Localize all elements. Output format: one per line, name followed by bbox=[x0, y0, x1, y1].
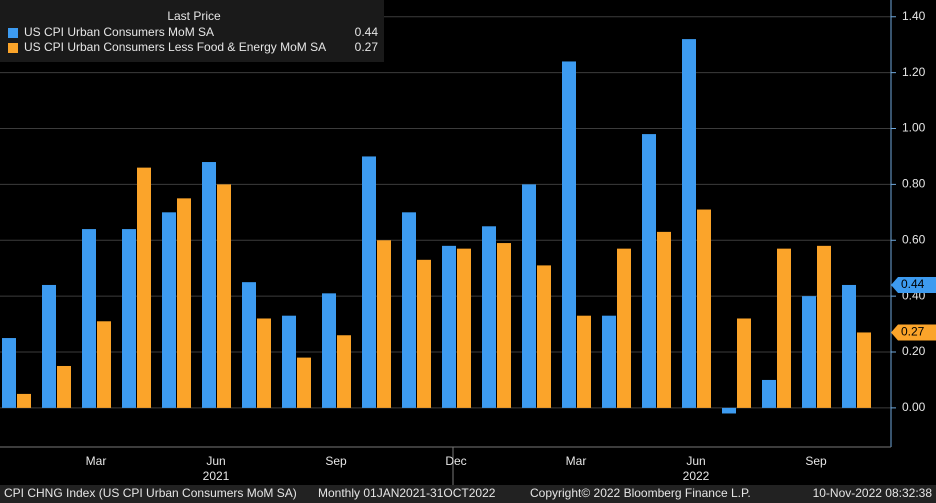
bar bbox=[857, 332, 871, 408]
legend-swatch bbox=[8, 28, 18, 38]
bar bbox=[642, 134, 656, 408]
bar bbox=[842, 284, 856, 408]
footer-period: Monthly 01JAN2021-31OCT2022 bbox=[318, 486, 496, 500]
bar bbox=[377, 240, 391, 408]
bar bbox=[457, 248, 471, 408]
bar bbox=[297, 357, 311, 408]
y-tick-label: 0.80 bbox=[902, 177, 926, 191]
bar bbox=[657, 231, 671, 408]
year-label: 2021 bbox=[203, 469, 230, 483]
last-price-label: 0.44 bbox=[901, 277, 925, 291]
legend-swatch bbox=[8, 43, 18, 53]
bar bbox=[602, 315, 616, 408]
y-tick-label: 1.20 bbox=[902, 65, 926, 79]
bar bbox=[737, 318, 751, 408]
bar bbox=[522, 184, 536, 408]
legend-box bbox=[0, 0, 384, 62]
legend-value: 0.27 bbox=[355, 40, 379, 54]
last-price-label: 0.27 bbox=[901, 325, 925, 339]
bar bbox=[162, 212, 176, 408]
bar bbox=[617, 248, 631, 408]
year-label: 2022 bbox=[683, 469, 710, 483]
x-tick-label: Dec bbox=[445, 454, 466, 468]
bar bbox=[817, 245, 831, 408]
bar bbox=[282, 315, 296, 408]
bar bbox=[537, 265, 551, 408]
bar bbox=[42, 284, 56, 408]
x-tick-label: Jun bbox=[686, 454, 705, 468]
footer-timestamp: 10-Nov-2022 08:32:38 bbox=[813, 486, 933, 500]
last-price-tag bbox=[891, 324, 936, 341]
bar bbox=[417, 259, 431, 408]
legend-label: US CPI Urban Consumers Less Food & Energ… bbox=[24, 40, 326, 54]
bar bbox=[202, 162, 216, 408]
bar bbox=[137, 167, 151, 408]
legend-value: 0.44 bbox=[355, 25, 379, 39]
bar bbox=[497, 243, 511, 408]
bar bbox=[17, 393, 31, 408]
y-tick-label: 0.20 bbox=[902, 344, 926, 358]
bar bbox=[802, 296, 816, 408]
bar bbox=[337, 335, 351, 408]
legend-header: Last Price bbox=[167, 9, 221, 23]
bar bbox=[442, 245, 456, 408]
bar bbox=[122, 229, 136, 408]
bar bbox=[762, 379, 776, 408]
bar bbox=[682, 39, 696, 408]
bar bbox=[177, 198, 191, 408]
bar bbox=[482, 226, 496, 408]
legend-label: US CPI Urban Consumers MoM SA bbox=[24, 25, 214, 39]
bar bbox=[777, 248, 791, 408]
bar bbox=[57, 365, 71, 408]
x-tick-label: Mar bbox=[86, 454, 107, 468]
y-tick-label: 0.00 bbox=[902, 400, 926, 414]
bar bbox=[242, 282, 256, 408]
y-tick-label: 1.00 bbox=[902, 121, 926, 135]
bar bbox=[362, 156, 376, 408]
bar bbox=[217, 184, 231, 408]
last-price-tag bbox=[891, 276, 936, 293]
bar bbox=[722, 407, 736, 414]
footer-copyright: Copyright© 2022 Bloomberg Finance L.P. bbox=[530, 486, 751, 500]
bar bbox=[322, 293, 336, 408]
bar bbox=[82, 229, 96, 408]
bar bbox=[697, 209, 711, 408]
x-tick-label: Mar bbox=[566, 454, 587, 468]
bar bbox=[257, 318, 271, 408]
bar bbox=[2, 338, 16, 408]
footer-index: CPI CHNG Index (US CPI Urban Consumers M… bbox=[4, 486, 297, 500]
x-tick-label: Sep bbox=[325, 454, 347, 468]
x-tick-label: Jun bbox=[206, 454, 225, 468]
bar bbox=[562, 61, 576, 408]
footer-bar bbox=[0, 485, 936, 503]
y-tick-label: 1.40 bbox=[902, 9, 926, 23]
bar bbox=[402, 212, 416, 408]
y-tick-label: 0.60 bbox=[902, 232, 926, 246]
bar bbox=[577, 315, 591, 408]
x-tick-label: Sep bbox=[805, 454, 827, 468]
bar bbox=[97, 321, 111, 408]
